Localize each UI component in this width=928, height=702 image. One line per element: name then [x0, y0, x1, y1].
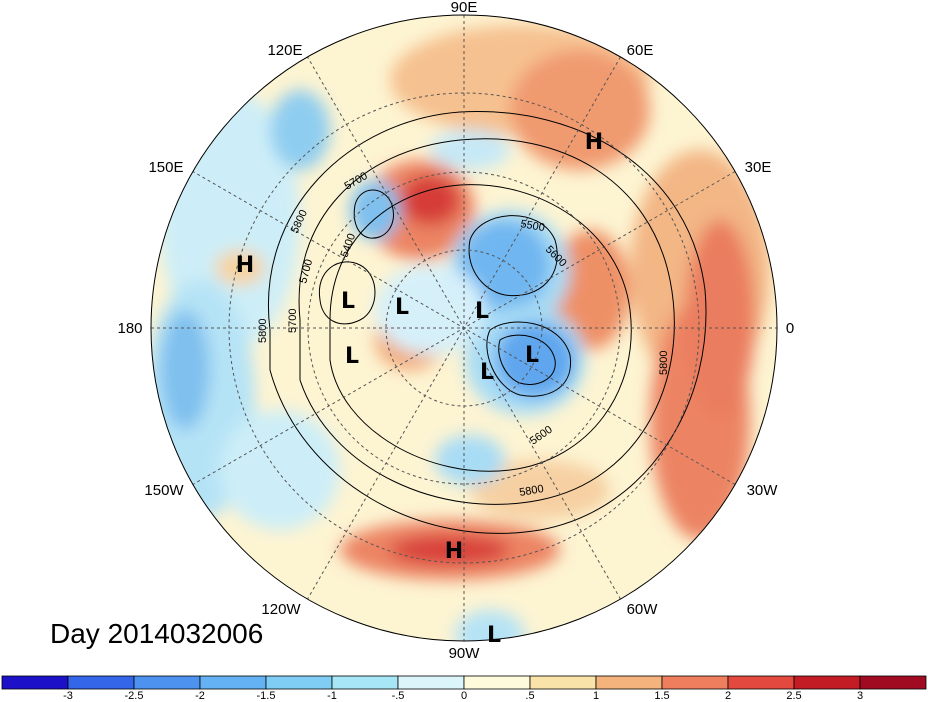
high-pressure-label: H	[445, 539, 463, 564]
low-pressure-label: L	[480, 360, 494, 385]
map-boundary	[150, 14, 778, 642]
graticule	[151, 15, 777, 641]
colorbar-swatch	[331, 675, 399, 690]
colorbar-tick-label: -2.5	[125, 690, 144, 702]
high-pressure-label: H	[585, 130, 603, 155]
low-pressure-label: L	[395, 295, 409, 320]
colorbar-swatch	[859, 675, 927, 690]
lon-label-60w: 60W	[627, 601, 659, 618]
colorbar-tick-label: -2	[195, 690, 205, 702]
colorbar-tick-label: -1.5	[257, 690, 276, 702]
lon-label-30w: 30W	[747, 482, 779, 499]
low-pressure-label: L	[345, 344, 359, 369]
colorbar-swatch	[199, 675, 267, 690]
lon-label-150w: 150W	[144, 482, 184, 499]
colorbar-tick-label: 1.5	[654, 690, 669, 702]
contour-label: 5500	[519, 218, 545, 234]
colorbar-swatch	[727, 675, 795, 690]
colorbar-swatch	[67, 675, 135, 690]
longitude-labels: 90E 60E 30E 0 30W 60W 90W 120W 150W 180 …	[117, 0, 794, 662]
high-pressure-label: H	[236, 253, 254, 278]
contour-label: 5800	[518, 483, 544, 499]
lon-label-180: 180	[117, 320, 142, 337]
lon-label-120w: 120W	[261, 601, 301, 618]
date-prefix: Day	[50, 618, 100, 649]
colorbar-tick-label: -.5	[392, 690, 405, 702]
low-pressure-label: L	[475, 299, 489, 324]
colorbar-swatch	[265, 675, 333, 690]
colorbar-tick-label: 0	[461, 690, 467, 702]
pressure-centers: H H H L L L L L L L	[236, 130, 603, 648]
colorbar: -3 -2.5 -2 -1.5 -1 -.5 0 .5 1 1.5 2 2.5 3	[1, 675, 927, 702]
lon-label-30e: 30E	[745, 159, 772, 176]
lon-label-60e: 60E	[627, 42, 654, 59]
colorbar-tick-label: -3	[63, 690, 73, 702]
colorbar-swatch	[595, 675, 663, 690]
colorbar-swatch	[133, 675, 201, 690]
colorbar-swatch	[1, 675, 69, 690]
colorbar-swatch	[661, 675, 729, 690]
contour-label: 5700	[287, 309, 299, 333]
colorbar-tick-label: 1	[593, 690, 599, 702]
lon-label-90e: 90E	[451, 0, 478, 16]
low-pressure-label: L	[525, 343, 539, 368]
lon-label-120e: 120E	[267, 42, 302, 59]
colorbar-tick-label: -1	[327, 690, 337, 702]
date-label: Day 2014032006	[50, 618, 263, 650]
colorbar-swatch	[463, 675, 531, 690]
colorbar-tick-label: .5	[525, 690, 534, 702]
lon-label-90w: 90W	[449, 645, 481, 662]
colorbar-swatch	[529, 675, 597, 690]
height-contours	[268, 110, 707, 534]
anomaly-shading	[151, 15, 777, 641]
date-value: 2014032006	[107, 618, 264, 649]
lon-label-0: 0	[786, 320, 794, 337]
contour-label: 5800	[257, 319, 269, 343]
low-pressure-label: L	[341, 289, 355, 314]
colorbar-tick-label: 3	[857, 690, 863, 702]
colorbar-swatch	[793, 675, 861, 690]
colorbar-tick-label: 2	[725, 690, 731, 702]
low-pressure-label: L	[487, 623, 501, 648]
colorbar-swatch	[397, 675, 465, 690]
lon-label-150e: 150E	[148, 159, 183, 176]
colorbar-tick-label: 2.5	[786, 690, 801, 702]
contour-label: 5800	[658, 351, 670, 375]
